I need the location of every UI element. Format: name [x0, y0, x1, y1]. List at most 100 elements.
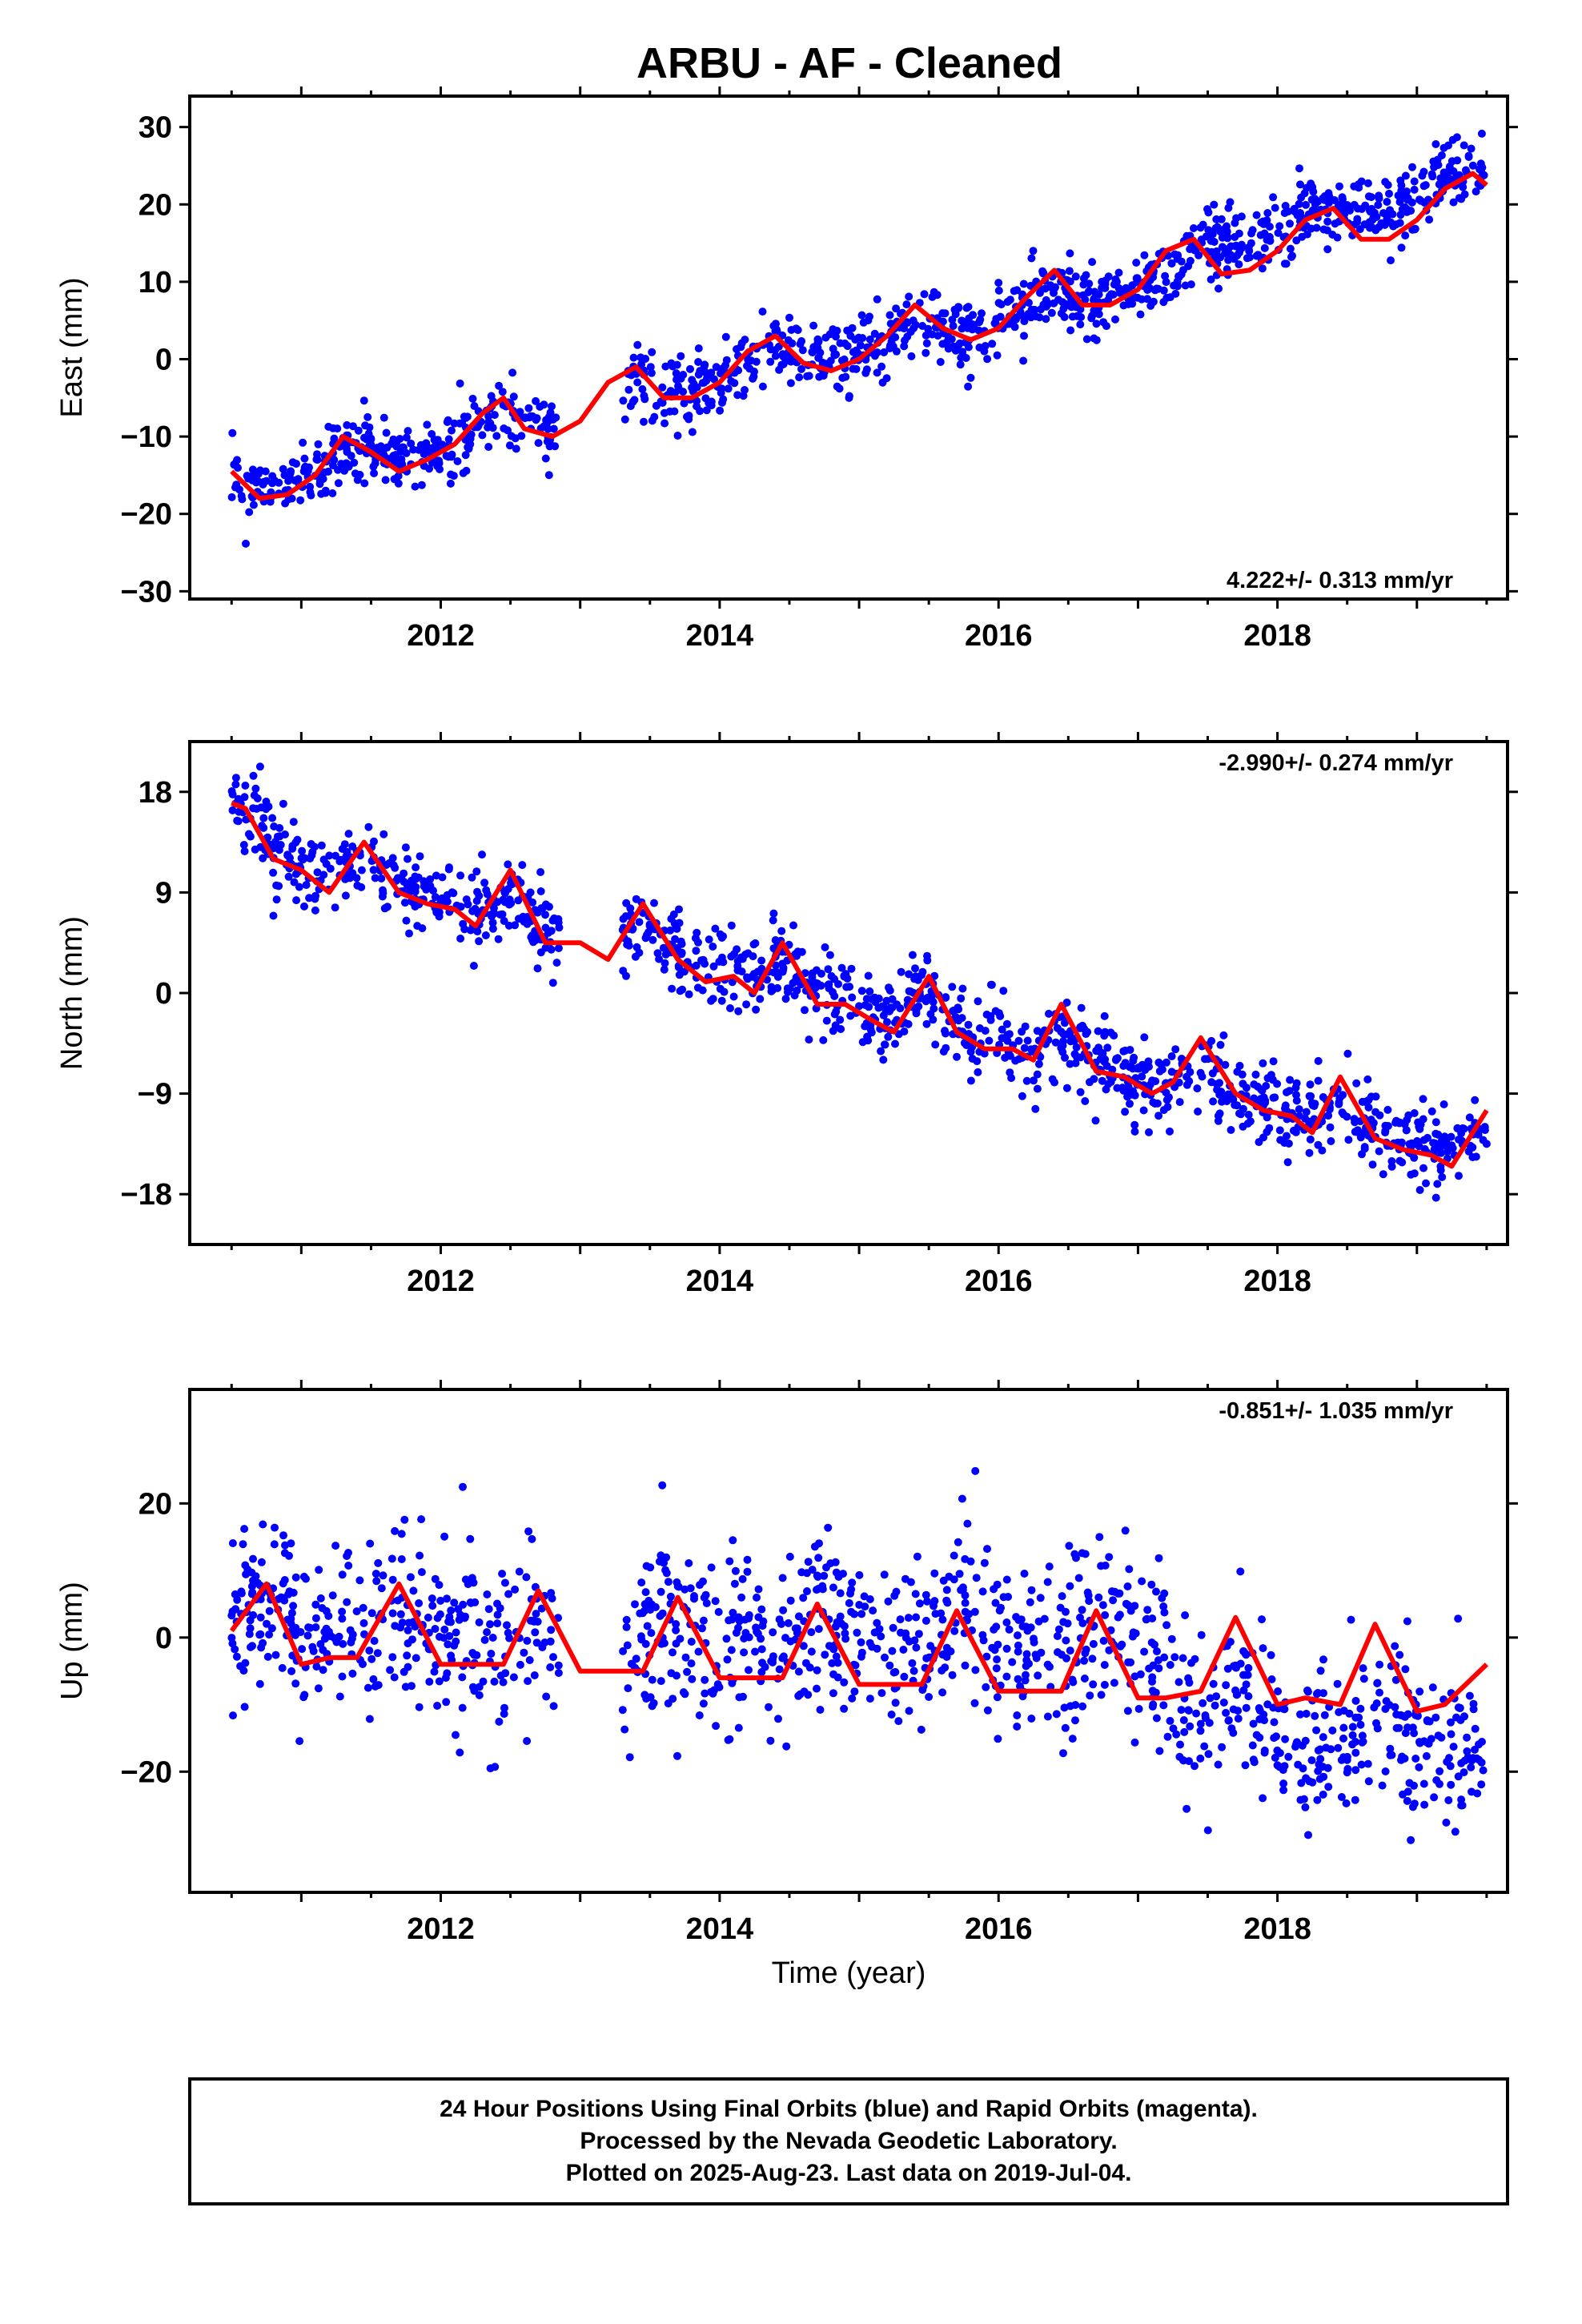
up-point: [1026, 1598, 1034, 1606]
up-point: [504, 1629, 512, 1637]
north-point: [1269, 1057, 1278, 1066]
up-point: [840, 1678, 849, 1687]
north-point: [998, 1025, 1006, 1034]
up-point: [857, 1638, 865, 1647]
east-point: [268, 479, 277, 488]
up-point: [500, 1703, 508, 1712]
east-point: [415, 445, 423, 454]
north-point: [435, 912, 444, 921]
up-point: [525, 1656, 534, 1664]
east-point: [696, 407, 705, 416]
east-point: [299, 438, 307, 447]
up-point: [642, 1602, 650, 1610]
east-point: [1449, 198, 1458, 207]
east-point: [1275, 222, 1284, 231]
north-point: [1215, 1079, 1223, 1088]
up-point: [369, 1675, 378, 1683]
up-point: [913, 1552, 921, 1561]
north-point: [1129, 1056, 1138, 1065]
up-point: [745, 1666, 753, 1675]
north-point: [1092, 1047, 1101, 1055]
east-point: [1038, 269, 1047, 278]
east-point: [381, 476, 390, 485]
north-point: [1276, 1136, 1285, 1144]
up-point: [1364, 1777, 1373, 1786]
north-point: [1415, 1142, 1423, 1151]
up-point: [1022, 1662, 1030, 1671]
east-point: [658, 383, 667, 392]
north-point: [1002, 1019, 1011, 1028]
up-point: [1123, 1707, 1132, 1715]
up-point: [624, 1684, 632, 1693]
up-y-label: Up (mm): [55, 1582, 89, 1700]
north-point: [757, 956, 766, 965]
north-point: [631, 952, 640, 961]
north-point: [897, 967, 905, 976]
north-point: [231, 774, 240, 782]
east-point: [721, 332, 730, 341]
up-point: [990, 1625, 998, 1634]
up-point: [970, 1607, 979, 1616]
north-point: [948, 983, 957, 991]
up-point: [1101, 1610, 1110, 1619]
up-point: [287, 1609, 296, 1618]
north-point: [548, 979, 557, 987]
up-point: [444, 1640, 452, 1649]
north-point: [302, 881, 311, 889]
up-point: [695, 1711, 704, 1719]
up-point: [793, 1629, 802, 1638]
north-point: [886, 1003, 895, 1012]
east-point: [446, 479, 455, 488]
north-point: [511, 921, 520, 930]
up-point: [1192, 1709, 1201, 1718]
up-point: [829, 1583, 837, 1592]
up-point: [1397, 1755, 1405, 1764]
east-point: [354, 426, 363, 435]
up-point: [246, 1624, 255, 1633]
north-point: [269, 911, 278, 920]
up-point: [623, 1641, 632, 1650]
up-point: [1477, 1758, 1486, 1767]
north-point: [341, 891, 350, 900]
up-point: [1316, 1667, 1325, 1675]
up-point: [1399, 1790, 1407, 1799]
north-point: [885, 983, 893, 992]
up-point: [1002, 1672, 1011, 1681]
north-point: [1305, 1092, 1314, 1100]
east-point: [507, 432, 516, 440]
east-point: [1010, 323, 1019, 332]
north-point: [1053, 1023, 1062, 1032]
up-point: [365, 1715, 374, 1723]
north-point: [1062, 1084, 1071, 1092]
up-point: [656, 1551, 665, 1560]
east-point: [1101, 283, 1110, 292]
up-point: [1259, 1711, 1268, 1719]
east-point: [969, 311, 978, 320]
up-point: [821, 1651, 829, 1659]
up-point: [249, 1610, 258, 1619]
north-point: [1126, 1046, 1134, 1054]
north-point: [335, 857, 344, 866]
up-point: [948, 1671, 957, 1679]
east-point: [758, 382, 767, 391]
east-point: [857, 311, 866, 320]
north-point: [1167, 1068, 1176, 1076]
east-points: [227, 129, 1488, 548]
up-point: [1248, 1741, 1257, 1750]
up-point: [1122, 1599, 1130, 1608]
north-point: [1447, 1132, 1456, 1141]
up-point: [1415, 1763, 1423, 1771]
north-point: [1218, 1097, 1226, 1106]
east-point: [1274, 228, 1283, 237]
east-point: [1203, 205, 1211, 214]
up-point: [456, 1748, 464, 1757]
north-point: [642, 931, 651, 939]
up-point: [480, 1635, 489, 1644]
north-point: [861, 1022, 869, 1031]
north-point: [251, 845, 259, 854]
up-point: [816, 1706, 825, 1714]
up-point: [1270, 1734, 1279, 1743]
north-point: [669, 910, 678, 919]
up-point: [1068, 1735, 1077, 1743]
